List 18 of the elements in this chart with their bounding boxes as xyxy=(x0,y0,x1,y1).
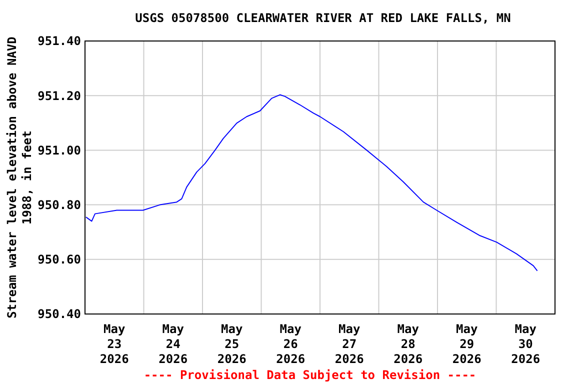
x-tick-label: May 27 2026 xyxy=(334,322,364,366)
y-tick-label: 950.60 xyxy=(38,252,81,267)
x-tick-label: May 24 2026 xyxy=(158,322,188,366)
y-tick-label: 951.40 xyxy=(38,34,81,48)
text: ---- Provisional Data Subject to Revision ---- xyxy=(144,368,476,382)
y-axis-title: Stream water level elevation above NAVD 1988, in feet xyxy=(5,36,34,318)
x-tick-label: May 30 2026 xyxy=(511,322,540,366)
x-tick-label: May 25 2026 xyxy=(217,322,246,366)
y-tick-label: 951.00 xyxy=(38,143,81,158)
x-tick-label: May 29 2026 xyxy=(452,322,482,366)
y-tick-label: 950.80 xyxy=(38,198,81,212)
x-tick-label: May 28 2026 xyxy=(394,322,423,366)
y-tick-label: 950.40 xyxy=(38,307,81,322)
x-tick-label: May 26 2026 xyxy=(276,322,306,366)
line-series xyxy=(85,94,538,272)
y-tick-label: 951.20 xyxy=(38,88,81,103)
chart-title: USGS 05078500 CLEARWATER RIVER AT RED LAKE FALLS, MN xyxy=(135,11,511,25)
x-tick-label: May 23 2026 xyxy=(100,322,129,366)
